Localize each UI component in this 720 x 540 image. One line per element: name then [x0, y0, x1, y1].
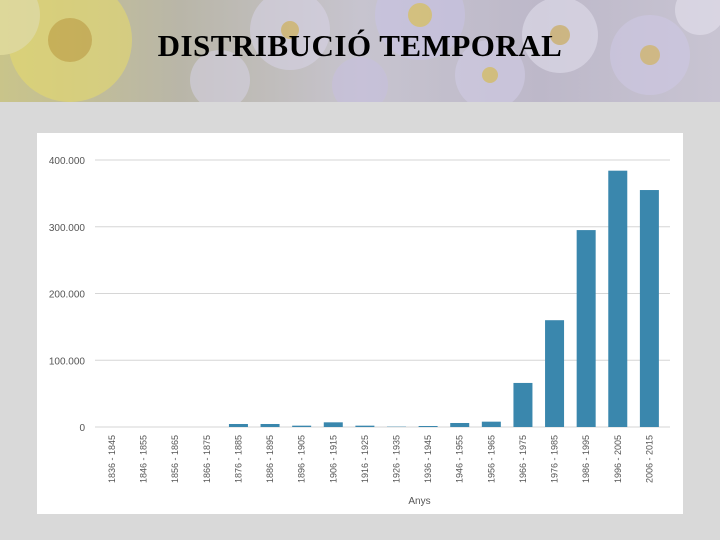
- y-tick-label: 100.000: [49, 356, 86, 367]
- flower-decoration-image: [0, 0, 720, 102]
- bar: [513, 382, 533, 427]
- page-title: DISTRIBUCIÓ TEMPORAL: [157, 28, 563, 63]
- x-tick-label: 1936 - 1945: [423, 435, 433, 483]
- bar: [608, 170, 628, 427]
- bar-chart: 0 100.000 200.000 300.000 400.000 1836 - 184…: [49, 156, 670, 507]
- y-tick-label: 300.000: [49, 223, 86, 234]
- bar: [228, 423, 248, 427]
- x-tick-label: 1966 - 1975: [518, 435, 528, 483]
- x-tick-label: 1846 - 1855: [139, 435, 149, 483]
- bar: [576, 230, 596, 427]
- chart-panel: 0 100.000 200.000 300.000 400.000 1836 - 184…: [37, 133, 683, 514]
- flower-banner: DISTRIBUCIÓ TEMPORAL: [0, 0, 720, 102]
- x-tick-label: 1996 - 2005: [613, 435, 623, 483]
- x-tick-label: 1876 - 1885: [233, 435, 243, 483]
- x-axis-label: Anys: [408, 496, 430, 507]
- x-tick-label: 1946 - 1955: [455, 435, 465, 483]
- x-tick-label: 1836 - 1845: [107, 435, 117, 483]
- x-tick-label: 1956 - 1965: [486, 435, 496, 483]
- y-tick-label: 200.000: [49, 290, 86, 301]
- bar: [545, 320, 565, 427]
- bar: [450, 422, 470, 427]
- bar: [481, 421, 501, 427]
- x-tick-label: 1976 - 1985: [550, 435, 560, 483]
- bar: [260, 423, 280, 427]
- x-tick-label: 2006 - 2015: [644, 435, 654, 483]
- x-tick-label: 1926 - 1935: [392, 435, 402, 483]
- bar: [355, 425, 375, 427]
- bar: [292, 425, 312, 427]
- x-tick-label: 1916 - 1925: [360, 435, 370, 483]
- x-tick-label: 1986 - 1995: [581, 435, 591, 483]
- x-tick-label: 1856 - 1865: [170, 435, 180, 483]
- y-tick-label: 400.000: [49, 156, 86, 167]
- x-tick-label: 1906 - 1915: [328, 435, 338, 483]
- bar: [639, 190, 659, 427]
- bar: [418, 425, 438, 427]
- x-tick-label: 1886 - 1895: [265, 435, 275, 483]
- x-tick-label: 1866 - 1875: [202, 435, 212, 483]
- y-tick-label: 0: [79, 423, 85, 434]
- x-tick-label: 1896 - 1905: [297, 435, 307, 483]
- bar: [323, 422, 343, 427]
